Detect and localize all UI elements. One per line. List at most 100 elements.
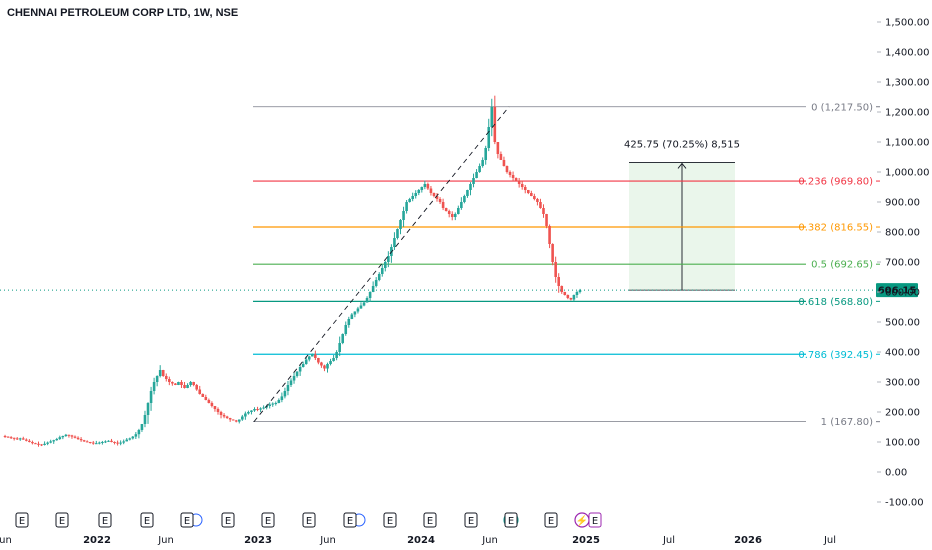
y-tick-label: 400.00 <box>885 348 920 359</box>
candle-body <box>484 148 487 160</box>
candle-body <box>37 443 40 445</box>
candle-body <box>457 208 460 214</box>
candle-body <box>487 127 491 148</box>
earnings-marker[interactable] <box>588 512 602 528</box>
candle-body <box>216 409 220 412</box>
candle-body <box>578 290 582 292</box>
y-tick-label: 1,000.00 <box>885 168 930 179</box>
candle-body <box>317 358 320 363</box>
earnings-marker[interactable] <box>221 512 235 528</box>
candle-body <box>384 262 387 268</box>
earnings-marker[interactable] <box>544 512 558 528</box>
candle-body <box>399 220 402 229</box>
candle-body <box>280 396 284 400</box>
earnings-marker[interactable] <box>383 512 397 528</box>
candle-body <box>332 358 335 361</box>
candle-body <box>79 439 83 441</box>
y-tick-label: 900.00 <box>885 198 920 209</box>
candle-body <box>265 406 268 408</box>
candle-body <box>12 437 16 439</box>
candle-body <box>453 214 457 217</box>
candle-body <box>350 314 354 319</box>
candle-body <box>441 202 445 208</box>
candle-body <box>210 403 214 406</box>
candle-body <box>472 178 475 184</box>
earnings-marker[interactable] <box>98 512 112 528</box>
earnings-marker-label: E <box>427 516 433 527</box>
y-tick-label: 200.00 <box>885 408 920 419</box>
y-tick-label: 1,200.00 <box>885 108 930 119</box>
candle-body <box>70 435 74 437</box>
y-tick-label: 0.00 <box>885 468 907 479</box>
candle-body <box>25 439 28 441</box>
earnings-marker[interactable] <box>15 512 29 528</box>
candle-body <box>301 364 305 367</box>
candle-body <box>432 193 436 196</box>
candle-body <box>368 292 372 298</box>
candle-body <box>31 442 34 444</box>
candle-body <box>466 190 469 196</box>
candle-body <box>575 292 579 295</box>
earnings-marker[interactable] <box>343 512 357 528</box>
earnings-marker[interactable] <box>261 512 275 528</box>
candle-body <box>323 365 326 369</box>
candle-body <box>253 409 256 411</box>
y-tick-label: 1,100.00 <box>885 138 930 149</box>
candle-body <box>380 268 384 274</box>
candle-body <box>304 359 308 364</box>
fib-trend-line <box>253 106 510 422</box>
candle-body <box>177 382 180 385</box>
candle-body <box>563 292 567 295</box>
candle-body <box>134 434 138 437</box>
earnings-marker[interactable] <box>302 512 316 528</box>
earnings-marker-label: E <box>265 516 271 527</box>
candle-body <box>250 410 253 412</box>
candle-body <box>435 196 439 199</box>
candle-body <box>171 382 174 384</box>
y-tick-label: 300.00 <box>885 378 920 389</box>
fib-level-label: 0.786 (392.45) <box>798 350 873 361</box>
candle-body <box>514 178 518 181</box>
candle-body <box>289 380 293 385</box>
candle-body <box>198 389 202 394</box>
candle-body <box>228 418 232 420</box>
earnings-marker-label: E <box>225 516 231 527</box>
candle-body <box>481 160 484 166</box>
x-tick-label: 2026 <box>734 535 762 546</box>
candle-body <box>523 187 527 190</box>
y-tick-label: 800.00 <box>885 228 920 239</box>
earnings-marker[interactable] <box>423 512 437 528</box>
candle-body <box>508 172 512 175</box>
candle-body <box>362 302 366 306</box>
earnings-marker[interactable] <box>504 512 518 528</box>
candle-body <box>164 376 168 379</box>
candle-body <box>122 441 125 443</box>
candle-body <box>414 193 418 196</box>
y-tick-label: 700.00 <box>885 258 920 269</box>
earnings-marker[interactable] <box>464 512 478 528</box>
earnings-marker-label: E <box>387 516 393 527</box>
candle-body <box>545 214 548 226</box>
candle-body <box>189 382 192 385</box>
earnings-marker[interactable] <box>180 512 194 528</box>
fib-level-label: 0.382 (816.55) <box>798 223 873 234</box>
candle-body <box>98 442 101 444</box>
candle-body <box>207 400 211 403</box>
candle-body <box>3 436 7 437</box>
candle-body <box>396 229 399 238</box>
candle-body <box>533 196 536 199</box>
candle-body <box>420 187 424 190</box>
candle-body <box>88 442 92 443</box>
earnings-marker[interactable] <box>55 512 69 528</box>
earnings-marker[interactable] <box>140 512 154 528</box>
earnings-marker-label: E <box>508 516 514 527</box>
candle-body <box>158 370 162 376</box>
candle-body <box>52 440 56 442</box>
candle-body <box>101 442 104 443</box>
candle-body <box>76 437 80 439</box>
candle-body <box>283 391 287 397</box>
candle-body <box>560 286 564 292</box>
candle-body <box>326 364 329 369</box>
candle-body <box>241 416 244 420</box>
